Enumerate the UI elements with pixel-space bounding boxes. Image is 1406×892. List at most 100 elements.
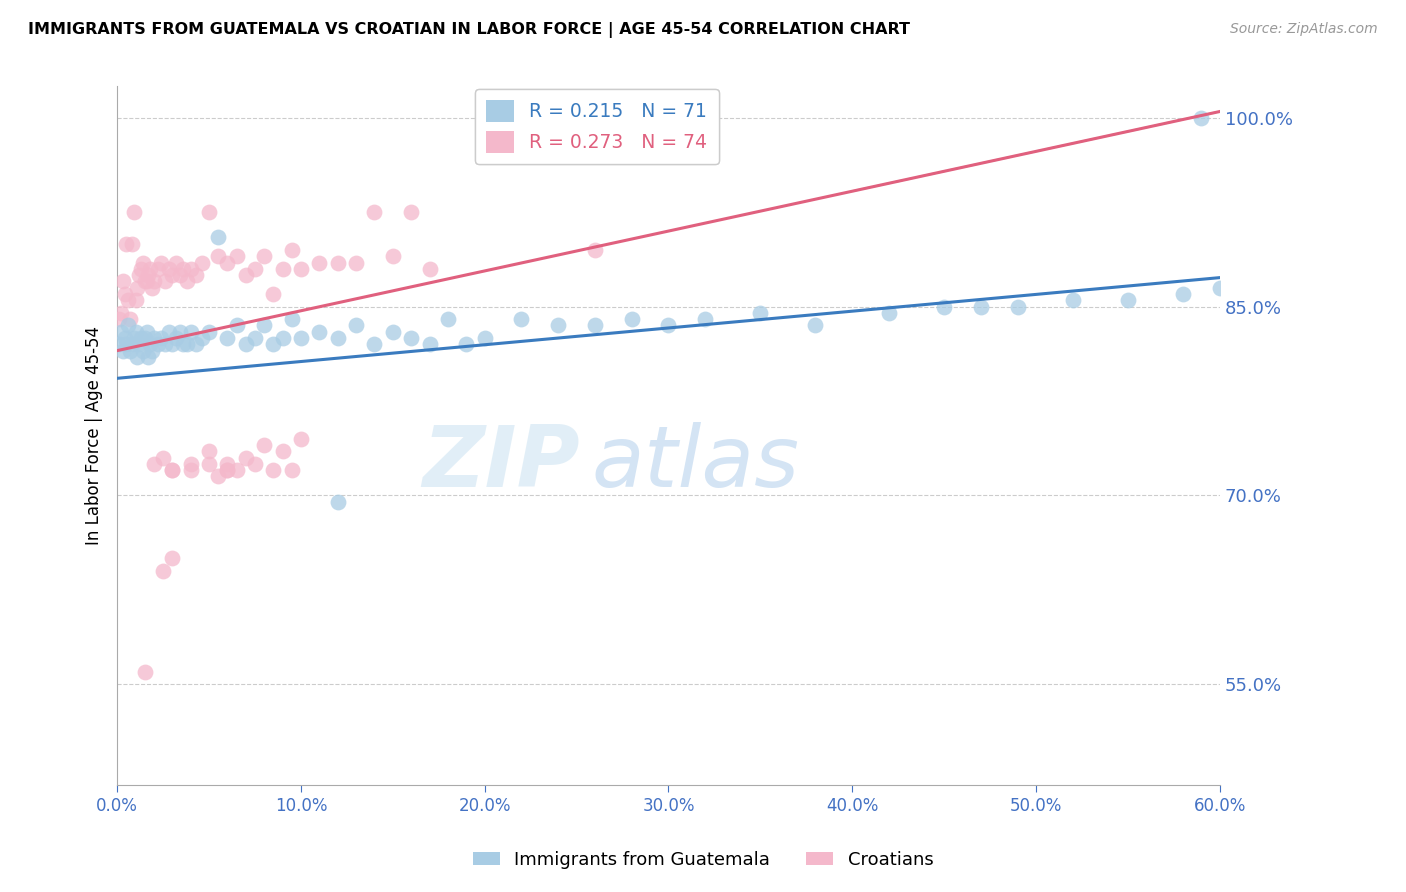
Point (128, 337, 150, 351)
Point (132, 255, 155, 269)
Point (344, 318, 367, 333)
Point (115, 337, 138, 351)
Point (135, 274, 157, 288)
Point (198, 457, 221, 471)
Point (142, 274, 165, 288)
Point (124, 325, 146, 339)
Point (134, 274, 156, 288)
Point (153, 337, 176, 351)
Point (217, 463, 239, 477)
Point (152, 564, 174, 578)
Point (172, 261, 194, 276)
Point (253, 438, 276, 452)
Point (235, 337, 257, 351)
Point (1189, 111, 1212, 125)
Text: ZIP: ZIP (423, 422, 581, 505)
Point (381, 325, 404, 339)
Point (180, 325, 202, 339)
Point (243, 261, 266, 276)
Point (1116, 293, 1139, 308)
Point (141, 281, 163, 295)
Point (363, 205, 385, 219)
Point (290, 432, 312, 446)
Point (162, 463, 184, 477)
Point (326, 331, 349, 345)
Point (217, 463, 239, 477)
Point (129, 261, 152, 276)
Legend: Immigrants from Guatemala, Croatians: Immigrants from Guatemala, Croatians (465, 844, 941, 876)
Point (186, 268, 208, 282)
Point (180, 463, 202, 477)
Point (117, 318, 139, 333)
Point (110, 325, 132, 339)
Point (186, 337, 208, 351)
Point (111, 274, 134, 288)
Point (419, 337, 441, 351)
Text: Source: ZipAtlas.com: Source: ZipAtlas.com (1230, 22, 1378, 37)
Point (290, 331, 312, 345)
Point (547, 318, 569, 333)
Point (135, 325, 157, 339)
Point (198, 444, 221, 458)
Point (129, 331, 152, 345)
Point (308, 325, 330, 339)
Point (169, 325, 191, 339)
Legend: R = 0.215   N = 71, R = 0.273   N = 74: R = 0.215 N = 71, R = 0.273 N = 74 (475, 88, 718, 164)
Point (122, 205, 145, 219)
Point (456, 337, 478, 351)
Point (157, 261, 180, 276)
Point (262, 463, 284, 477)
Point (281, 312, 304, 326)
Point (118, 343, 141, 358)
Point (207, 249, 229, 263)
Point (217, 255, 239, 269)
Point (308, 255, 330, 269)
Point (695, 312, 717, 326)
Point (157, 325, 180, 339)
Point (124, 293, 146, 308)
Point (190, 331, 212, 345)
Point (110, 306, 132, 320)
Point (162, 268, 184, 282)
Point (243, 331, 266, 345)
Y-axis label: In Labor Force | Age 45-54: In Labor Force | Age 45-54 (86, 326, 103, 545)
Point (108, 312, 131, 326)
Point (162, 551, 184, 566)
Point (198, 205, 221, 219)
Point (146, 261, 169, 276)
Point (180, 457, 202, 471)
Point (419, 261, 441, 276)
Point (749, 306, 772, 320)
Point (108, 337, 131, 351)
Point (114, 331, 136, 345)
Point (127, 281, 149, 295)
Point (150, 255, 173, 269)
Point (207, 469, 229, 483)
Point (326, 494, 349, 508)
Point (150, 331, 173, 345)
Point (162, 337, 184, 351)
Point (146, 337, 169, 351)
Point (344, 255, 367, 269)
Point (121, 236, 143, 251)
Point (363, 337, 385, 351)
Point (326, 255, 349, 269)
Point (141, 343, 163, 358)
Point (153, 274, 176, 288)
Point (281, 463, 304, 477)
Point (165, 331, 187, 345)
Point (176, 274, 198, 288)
Point (290, 261, 312, 276)
Point (134, 665, 156, 679)
Point (281, 243, 304, 257)
Point (243, 457, 266, 471)
Point (474, 331, 496, 345)
Point (115, 236, 138, 251)
Point (1007, 300, 1029, 314)
Point (132, 343, 155, 358)
Point (1209, 281, 1232, 295)
Point (180, 261, 202, 276)
Point (225, 249, 247, 263)
Point (121, 337, 143, 351)
Point (165, 255, 187, 269)
